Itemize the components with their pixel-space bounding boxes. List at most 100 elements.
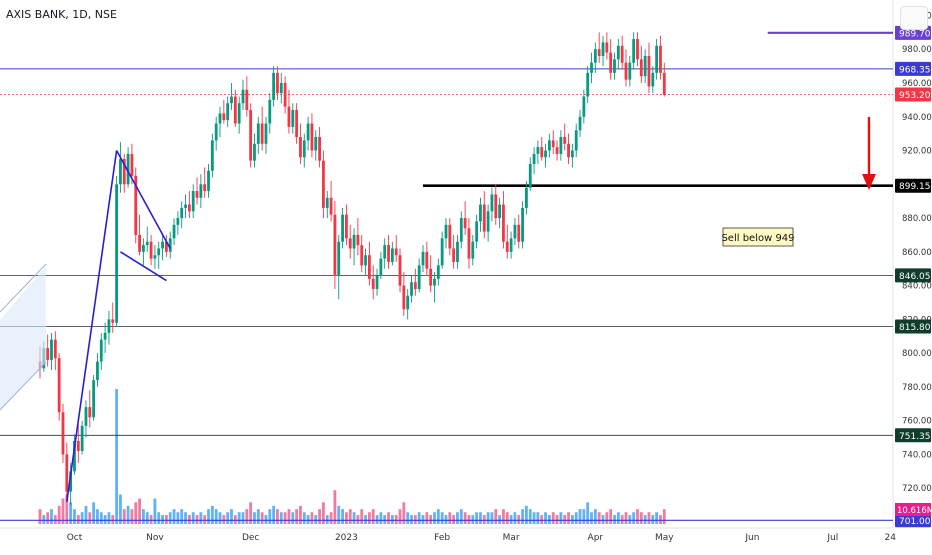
volume-bar (463, 512, 467, 524)
price-axis: 700.00720.00740.00760.00780.00800.00820.… (895, 0, 932, 550)
volume-bar (142, 509, 145, 524)
candle-body (494, 194, 498, 219)
y-tick-label: 940.00 (902, 113, 932, 123)
candle-body (459, 218, 463, 242)
volume-bar (53, 515, 57, 524)
candle-body (50, 339, 53, 360)
candle-body (142, 245, 145, 252)
volume-bar (291, 512, 295, 524)
candle-body (402, 285, 406, 310)
candle-body (153, 255, 157, 259)
candle-body (348, 238, 352, 249)
volume-bar (505, 512, 509, 524)
candle-body (180, 207, 184, 219)
volume-bar (122, 509, 126, 524)
sell-arrow-head (862, 174, 876, 190)
candle-body (322, 160, 325, 208)
volume-bar (107, 512, 111, 524)
candle-body (57, 358, 61, 413)
candle-body (176, 218, 180, 225)
volume-bar (364, 515, 367, 524)
volume-bar (444, 515, 448, 524)
volume-bar (486, 512, 490, 524)
volume-bar (563, 515, 567, 524)
y-tick-label: 960.00 (902, 79, 932, 89)
volume-bar (582, 509, 586, 524)
candle-body (168, 238, 172, 252)
candle-body (245, 89, 249, 110)
volume-bar (639, 512, 643, 524)
candle-body (475, 221, 479, 242)
candle-body (210, 140, 214, 171)
candle-body (107, 319, 111, 333)
price-label: 968.35 (899, 65, 931, 75)
y-tick-label: 860.00 (902, 248, 932, 258)
price-label: 989.70 (899, 29, 931, 39)
candle-body (551, 140, 555, 148)
candle-body (616, 45, 620, 60)
candle-body (528, 164, 532, 188)
volume-bar (375, 515, 379, 524)
candle-body (624, 62, 628, 80)
volume-bar (92, 502, 96, 524)
volume-bar (345, 512, 348, 524)
volume-bar (494, 509, 498, 524)
candle-body (99, 339, 103, 362)
candle-body (448, 224, 452, 249)
volume-bar (306, 515, 310, 524)
volume-bar (299, 505, 302, 524)
candle-body (195, 191, 199, 198)
x-tick-label: Jun (744, 533, 759, 543)
candle-body (632, 39, 636, 63)
drawings: Sell below 949 (0, 117, 876, 502)
volume-bar (149, 515, 153, 524)
candle-body (268, 99, 272, 124)
candle-body (325, 197, 329, 208)
candle-body (609, 52, 613, 73)
volume-bar (383, 515, 387, 524)
volume-bar (103, 515, 107, 524)
volume-bar (233, 515, 237, 524)
volume-bar (655, 512, 659, 524)
candle-body (233, 96, 237, 124)
volume-bar (540, 515, 544, 524)
candle-body (272, 72, 276, 100)
candle-body (570, 150, 574, 158)
candle-body (590, 62, 593, 73)
candle-body (456, 241, 459, 262)
volume-bar (605, 512, 609, 524)
candle-body (383, 245, 387, 259)
volume-bar (57, 505, 61, 524)
volume-bar (628, 515, 632, 524)
volume-bar (191, 512, 195, 524)
candle-body (540, 147, 544, 158)
volume-bar (429, 515, 433, 524)
candle-body (119, 158, 122, 185)
volume-bar (425, 512, 429, 524)
candle-body (191, 191, 195, 212)
candle-body (149, 241, 153, 259)
candle-body (525, 187, 528, 208)
chart-settings-button[interactable] (900, 6, 928, 30)
volume-bar (134, 502, 138, 524)
price-label-bg (895, 268, 931, 283)
candle-body (187, 204, 191, 212)
volume-bar (475, 512, 479, 524)
volume-bar (513, 512, 517, 524)
candle-body (647, 55, 651, 87)
candle-body (521, 207, 524, 242)
volume-bar (413, 515, 417, 524)
trendline-wedge-top (115, 150, 171, 249)
volume-bar (168, 512, 172, 524)
volume-bar (214, 509, 218, 524)
candle-body (356, 234, 360, 246)
candle-body (536, 147, 540, 154)
candle-body (84, 407, 88, 426)
annotation-box (722, 227, 794, 247)
candle-body (314, 137, 318, 151)
volume-bar (406, 512, 410, 524)
volume-bar (402, 502, 406, 524)
trendline-wedge-bottom (120, 251, 167, 282)
